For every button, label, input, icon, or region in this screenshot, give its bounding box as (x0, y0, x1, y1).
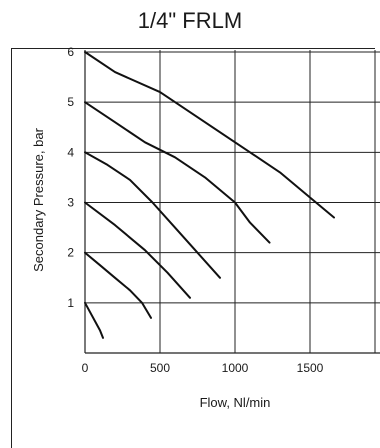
series-line-3 (84, 201, 191, 299)
y-axis-label: Secondary Pressure, bar (31, 127, 46, 271)
x-tick-label: 500 (150, 361, 170, 375)
y-tick-label: 5 (67, 95, 74, 109)
y-tick-label: 6 (67, 45, 74, 59)
chart-title: 1/4" FRLM (137, 8, 243, 33)
y-tick-label: 3 (67, 196, 74, 210)
series-line-5 (84, 101, 271, 244)
y-tick-label: 4 (67, 145, 74, 159)
chart-svg: 0 500 1000 1500 1 2 3 4 5 6 Flow, Nl/min Secondar… (31, 45, 380, 410)
series-line-1 (84, 301, 104, 339)
x-axis-label: Flow, Nl/min (200, 395, 271, 410)
x-tick-label: 0 (82, 361, 89, 375)
x-tick-label: 1000 (222, 361, 249, 375)
series-line-2 (84, 251, 152, 319)
series-lines (84, 51, 335, 339)
y-tick-label: 2 (67, 246, 74, 260)
chart-figure: 1/4" FRLM 0 500 1000 1500 1 2 3 4 5 6 Flow, Nl/mi… (11, 8, 380, 448)
x-tick-label: 1500 (297, 361, 324, 375)
y-tick-label: 1 (67, 296, 74, 310)
tick-labels: 0 500 1000 1500 1 2 3 4 5 6 (67, 45, 323, 375)
series-line-4 (84, 151, 221, 279)
figure-frame (11, 48, 375, 448)
series-line-6 (84, 51, 335, 219)
